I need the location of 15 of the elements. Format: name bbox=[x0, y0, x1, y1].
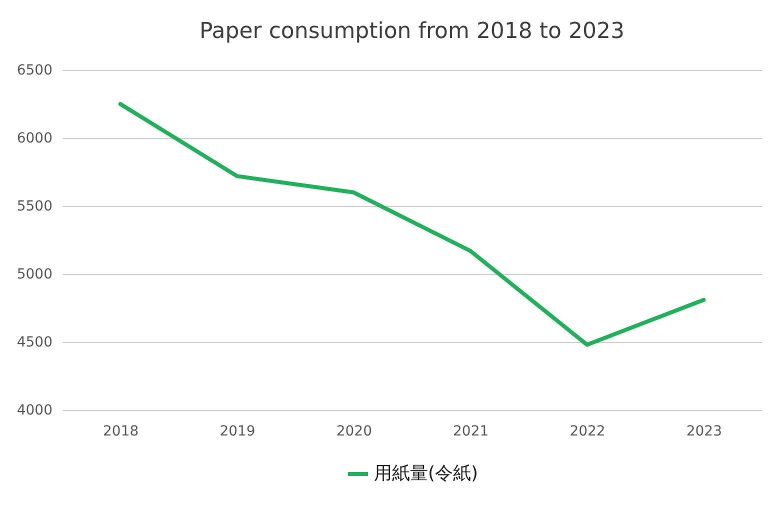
x-tick-label: 2019 bbox=[220, 424, 256, 440]
line-series bbox=[118, 102, 706, 347]
x-tick-label: 2021 bbox=[453, 424, 489, 440]
x-tick-label: 2023 bbox=[686, 424, 722, 440]
x-tick-label: 2018 bbox=[103, 424, 139, 440]
chart-title: Paper consumption from 2018 to 2023 bbox=[200, 19, 624, 44]
y-tick-label: 4000 bbox=[16, 402, 52, 418]
y-tick-label: 6000 bbox=[16, 130, 52, 146]
y-tick-label: 5000 bbox=[16, 266, 52, 282]
y-tick-label: 5500 bbox=[16, 198, 52, 214]
x-tick-label: 2020 bbox=[336, 424, 372, 440]
y-tick-label: 6500 bbox=[16, 62, 52, 78]
legend-label: 用紙量(令紙) bbox=[374, 463, 478, 484]
y-tick-label: 4500 bbox=[16, 334, 52, 350]
x-tick-label: 2022 bbox=[570, 424, 606, 440]
